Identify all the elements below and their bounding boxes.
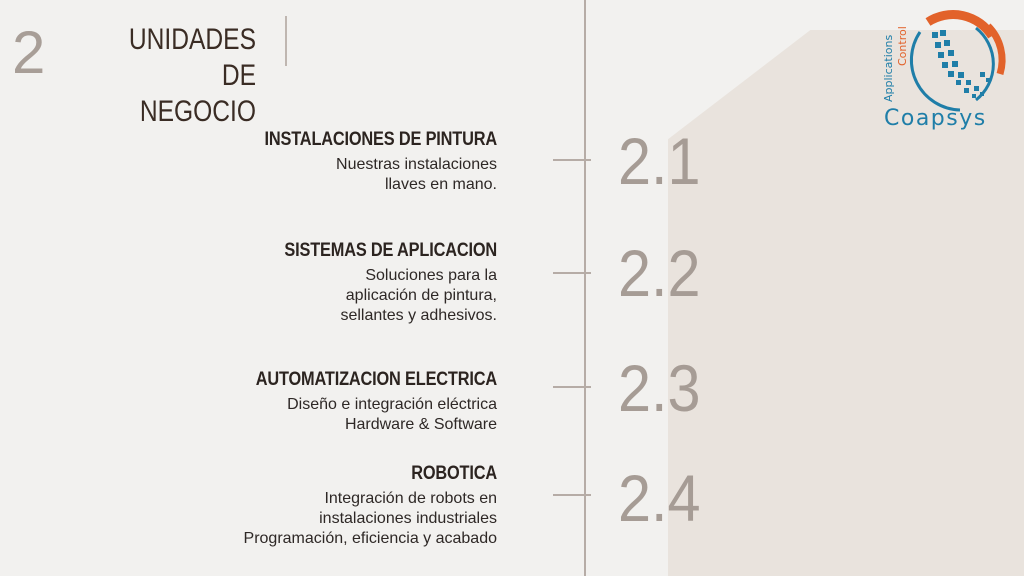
item-desc-line: Diseño e integración eléctrica	[287, 396, 497, 413]
item-desc-line: instalaciones industriales	[319, 510, 497, 527]
logo-tagline-2: Control	[896, 26, 909, 66]
item-number: 2.4	[618, 461, 701, 535]
item-title: AUTOMATIZACION ELECTRICA	[255, 369, 497, 390]
item-tick	[553, 159, 591, 161]
item-description: Diseño e integración eléctrica Hardware …	[97, 395, 497, 435]
item-desc-line: llaves en mano.	[384, 176, 497, 193]
section-title: UNIDADES DE NEGOCIO	[122, 22, 256, 130]
item-description: Nuestras instalaciones llaves en mano.	[97, 155, 497, 195]
item-desc-line: aplicación de pintura,	[345, 287, 497, 304]
logo-brand: Coapsys	[884, 106, 987, 131]
item-desc-line: Integración de robots en	[324, 490, 497, 507]
title-separator	[285, 16, 287, 66]
item-number: 2.2	[618, 236, 701, 310]
item-description: Integración de robots en instalaciones i…	[97, 489, 497, 549]
item-title: ROBOTICA	[411, 463, 497, 484]
item-automatizacion: AUTOMATIZACION ELECTRICA Diseño e integr…	[97, 369, 497, 435]
item-desc-line: sellantes y adhesivos.	[340, 307, 497, 324]
item-number: 2.3	[618, 351, 701, 425]
item-title: INSTALACIONES DE PINTURA	[264, 129, 497, 150]
item-instalaciones: INSTALACIONES DE PINTURA Nuestras instal…	[97, 129, 497, 195]
item-sistemas: SISTEMAS DE APLICACION Soluciones para l…	[97, 240, 497, 326]
background-shape	[668, 30, 1024, 576]
item-tick	[553, 386, 591, 388]
item-desc-line: Soluciones para la	[365, 267, 497, 284]
item-desc-line: Hardware & Software	[344, 416, 497, 433]
logo-tagline-1: Applications	[882, 35, 895, 102]
item-desc-line: Programación, eficiencia y acabado	[243, 530, 497, 547]
item-robotica: ROBOTICA Integración de robots en instal…	[97, 463, 498, 549]
section-number: 2	[12, 19, 46, 86]
item-desc-line: Nuestras instalaciones	[336, 156, 497, 173]
coapsys-logo-icon: Applications Control	[882, 10, 1006, 112]
item-title: SISTEMAS DE APLICACION	[284, 240, 497, 261]
section-title-line2: NEGOCIO	[139, 95, 256, 128]
item-description: Soluciones para la aplicación de pintura…	[97, 266, 497, 326]
item-tick	[553, 272, 591, 274]
vertical-divider	[584, 0, 586, 576]
item-number: 2.1	[618, 124, 701, 198]
item-tick	[553, 494, 591, 496]
section-title-line1: UNIDADES DE	[128, 23, 256, 92]
